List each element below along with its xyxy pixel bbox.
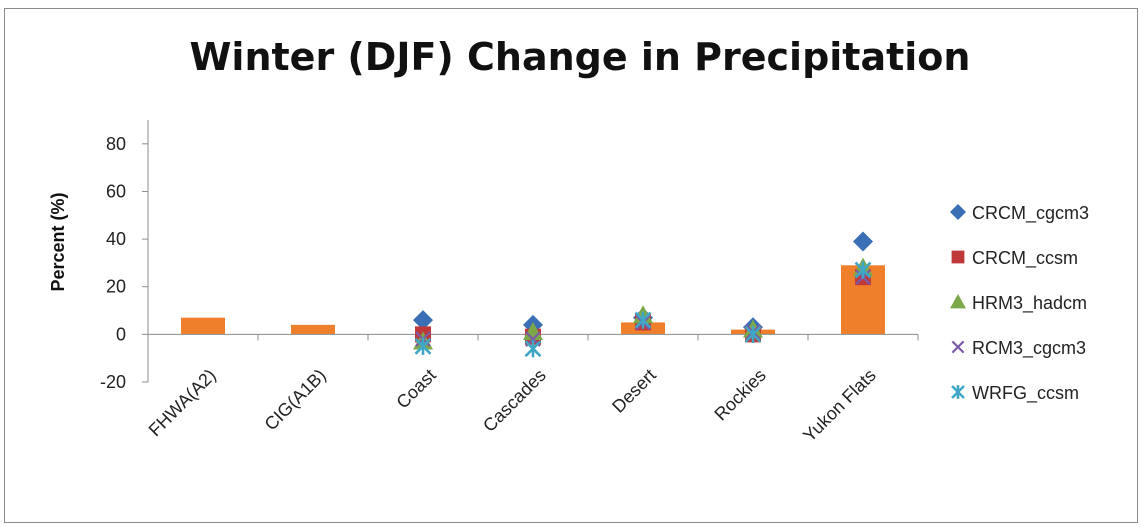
y-axis-label: Percent (%): [48, 192, 68, 291]
y-tick-label: 0: [116, 324, 126, 344]
legend-label: CRCM_cgcm3: [972, 203, 1089, 224]
y-tick-label: 60: [106, 181, 126, 201]
legend: CRCM_cgcm3 CRCM_ccsm HRM3_hadcm RCM3_cgcm3 W…: [950, 203, 1089, 404]
category-label: Desert: [608, 365, 660, 417]
legend-label: CRCM_ccsm: [972, 248, 1078, 269]
marker-diamond: [950, 204, 966, 220]
y-tick-label: 20: [106, 277, 126, 297]
category-label: Yukon Flats: [799, 365, 880, 446]
category-label: Rockies: [710, 365, 769, 424]
plot-area: -20 0 20 40 60 80 FHWA(A2) CIG(A1B) Coast Cascade…: [100, 120, 919, 446]
marker-star: [854, 261, 872, 279]
category-label: CIG(A1B): [261, 365, 330, 434]
y-tick-label: -20: [100, 372, 126, 392]
marker-star: [524, 340, 542, 358]
legend-label: WRFG_ccsm: [972, 383, 1079, 404]
marker-star: [744, 325, 762, 343]
category-label: Cascades: [479, 365, 550, 436]
marker-diamond: [853, 231, 873, 252]
marker-x: [951, 340, 965, 354]
y-tick-label: 40: [106, 229, 126, 249]
chart-title: Winter (DJF) Change in Precipitation: [190, 35, 971, 79]
chart-frame: [4, 8, 1138, 523]
marker-triangle: [950, 294, 966, 309]
marker-star: [414, 337, 432, 355]
marker-square: [951, 250, 965, 264]
y-tick-label: 80: [106, 134, 126, 154]
category-label: FHWA(A2): [145, 365, 220, 440]
marker-star: [634, 311, 652, 329]
marker-star: [951, 385, 965, 399]
category-label: Coast: [392, 365, 439, 412]
legend-label: RCM3_cgcm3: [972, 338, 1086, 359]
bar: [181, 317, 225, 335]
marker-diamond: [413, 310, 433, 331]
legend-label: HRM3_hadcm: [972, 293, 1087, 314]
bar: [291, 324, 335, 335]
